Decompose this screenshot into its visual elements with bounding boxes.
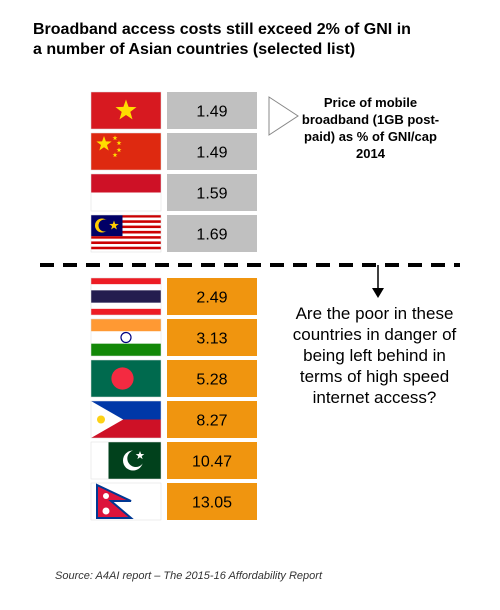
malaysia-flag-icon	[90, 214, 162, 253]
table-row: 8.27	[90, 400, 257, 439]
chart-title-line-1: Broadband access costs still exceed 2% o…	[33, 21, 411, 38]
value-label: 13.05	[192, 495, 232, 512]
table-row: 3.13	[90, 318, 257, 357]
nepal-flag-icon	[90, 482, 162, 521]
value-label: 1.59	[196, 186, 227, 203]
table-row: 1.69	[90, 214, 257, 253]
vietnam-flag-icon	[90, 91, 162, 130]
chart-title: Broadband access costs still exceed 2% o…	[33, 20, 473, 60]
value-cell	[167, 92, 257, 129]
table-row: 5.28	[90, 359, 257, 398]
value-cell	[167, 401, 257, 438]
value-cell	[167, 442, 257, 479]
chart-title-line-2: a number of Asian countries (selected li…	[33, 41, 356, 58]
bangladesh-flag-icon	[90, 359, 162, 398]
source-note: Source: A4AI report – The 2015-16 Afford…	[55, 570, 322, 582]
pakistan-flag-icon	[90, 441, 162, 480]
table-row: 10.47	[90, 441, 257, 480]
table-row: 1.49	[90, 91, 257, 130]
table-row: 13.05	[90, 482, 257, 521]
value-cell	[167, 133, 257, 170]
value-label: 10.47	[192, 454, 232, 471]
value-cell	[167, 319, 257, 356]
table-row: 2.49	[90, 277, 257, 316]
question-text: Are the poor in these countries in dange…	[292, 304, 457, 407]
legend-pointer-arrow	[268, 96, 299, 136]
value-label: 1.69	[196, 227, 227, 244]
value-label: 3.13	[196, 331, 227, 348]
value-label: 8.27	[196, 413, 227, 430]
value-cell	[167, 278, 257, 315]
value-cell	[167, 360, 257, 397]
value-label: 1.49	[196, 104, 227, 121]
value-label: 5.28	[196, 372, 227, 389]
thailand-flag-icon	[90, 277, 162, 316]
china-flag-icon	[90, 132, 162, 171]
value-cell	[167, 483, 257, 520]
value-label: 1.49	[196, 145, 227, 162]
india-flag-icon	[90, 318, 162, 357]
value-cell	[167, 174, 257, 211]
philippines-flag-icon	[90, 400, 162, 439]
table-row: 1.49	[90, 132, 257, 171]
table-row: 1.59	[90, 173, 257, 212]
indonesia-flag-icon	[90, 173, 162, 212]
value-cell	[167, 215, 257, 252]
down-arrow-icon	[372, 265, 384, 298]
legend-text: Price of mobile broadband (1GB post-paid…	[301, 95, 440, 161]
value-label: 2.49	[196, 290, 227, 307]
